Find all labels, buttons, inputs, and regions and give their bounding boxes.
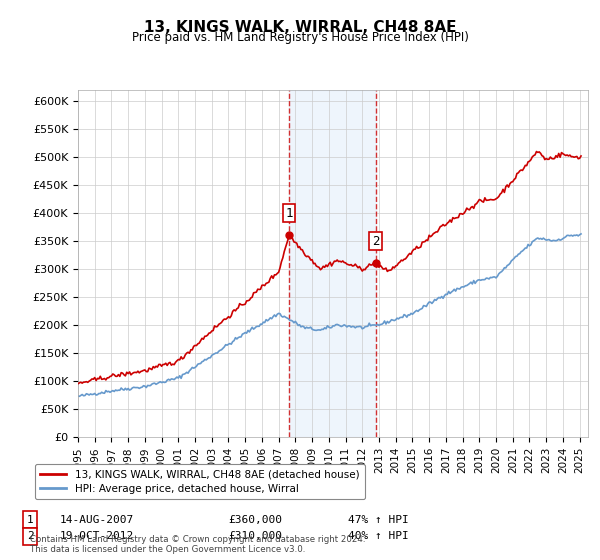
Text: 19-OCT-2012: 19-OCT-2012 [60, 531, 134, 542]
Text: 1: 1 [285, 207, 293, 220]
Text: 47% ↑ HPI: 47% ↑ HPI [348, 515, 409, 525]
Legend: 13, KINGS WALK, WIRRAL, CH48 8AE (detached house), HPI: Average price, detached : 13, KINGS WALK, WIRRAL, CH48 8AE (detach… [35, 464, 365, 499]
Text: Price paid vs. HM Land Registry's House Price Index (HPI): Price paid vs. HM Land Registry's House … [131, 31, 469, 44]
Text: £310,000: £310,000 [228, 531, 282, 542]
Bar [289, 90, 376, 437]
Text: 13, KINGS WALK, WIRRAL, CH48 8AE: 13, KINGS WALK, WIRRAL, CH48 8AE [144, 20, 456, 35]
Text: 2: 2 [372, 235, 379, 248]
Text: 2: 2 [26, 531, 34, 542]
Text: 1: 1 [26, 515, 34, 525]
Text: Contains HM Land Registry data © Crown copyright and database right 2024.
This d: Contains HM Land Registry data © Crown c… [30, 535, 365, 554]
Text: 14-AUG-2007: 14-AUG-2007 [60, 515, 134, 525]
Text: £360,000: £360,000 [228, 515, 282, 525]
Text: 40% ↑ HPI: 40% ↑ HPI [348, 531, 409, 542]
